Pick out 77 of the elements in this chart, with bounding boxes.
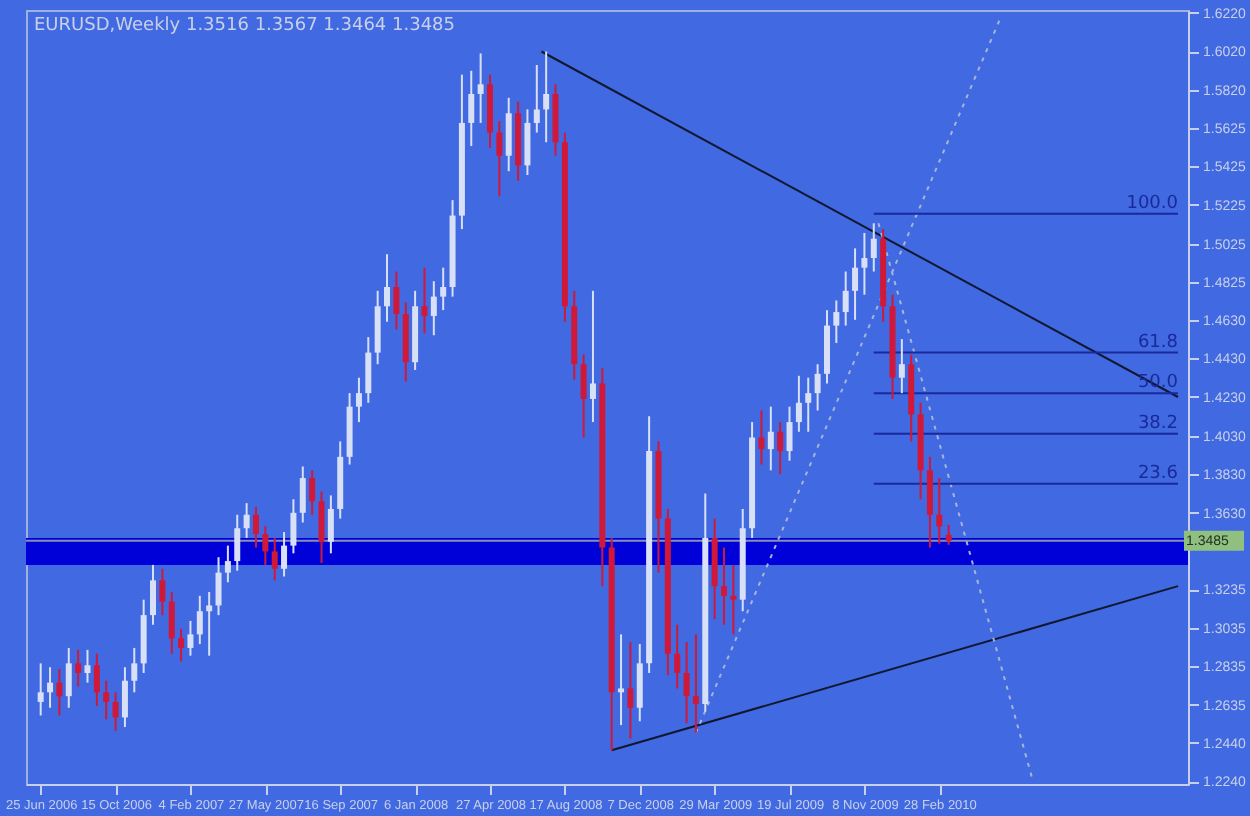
candlestick bbox=[56, 668, 63, 717]
candlestick bbox=[618, 633, 625, 727]
candlestick bbox=[215, 556, 222, 617]
candlestick bbox=[84, 648, 91, 684]
candlestick bbox=[187, 619, 194, 657]
candlestick bbox=[861, 231, 868, 296]
candlestick bbox=[159, 567, 166, 617]
candlestick bbox=[224, 544, 231, 584]
candlestick bbox=[365, 336, 372, 404]
candlestick bbox=[533, 64, 540, 134]
candlestick bbox=[636, 643, 643, 723]
candlestick bbox=[112, 691, 119, 732]
candlestick bbox=[777, 421, 784, 476]
series-label: 61.8 bbox=[1137, 332, 1179, 353]
candlestick bbox=[262, 525, 269, 566]
candlestick bbox=[477, 52, 484, 124]
candlestick bbox=[627, 641, 634, 740]
candlestick bbox=[243, 502, 250, 539]
candlestick bbox=[440, 266, 447, 312]
candlestick bbox=[805, 376, 812, 433]
series-label: 23.6 bbox=[1137, 463, 1179, 484]
candlestick bbox=[290, 498, 297, 555]
candlestick bbox=[898, 338, 905, 395]
candlestick bbox=[524, 108, 531, 177]
series-label: 38.2 bbox=[1137, 413, 1178, 434]
candlestick bbox=[206, 590, 213, 657]
candlestick bbox=[580, 353, 587, 439]
candlestick bbox=[683, 641, 690, 725]
candlestick bbox=[730, 563, 737, 636]
candlestick bbox=[721, 546, 728, 626]
candlestick bbox=[945, 523, 952, 546]
candlestick bbox=[936, 477, 943, 545]
candlestick bbox=[430, 280, 437, 337]
candlestick bbox=[833, 299, 840, 344]
candlestick bbox=[150, 563, 157, 626]
candlestick bbox=[252, 506, 259, 549]
candlestick bbox=[589, 289, 596, 424]
candlestick bbox=[196, 594, 203, 646]
series-label: 100.0 bbox=[1126, 193, 1179, 214]
candlestick bbox=[786, 405, 793, 462]
candlestick bbox=[795, 374, 802, 433]
candlestick bbox=[496, 119, 503, 198]
candlestick bbox=[543, 50, 550, 144]
candlestick bbox=[168, 590, 175, 655]
candlestick bbox=[121, 666, 128, 729]
chart-title: EURUSD,Weekly 1.3516 1.3567 1.3464 1.3485 bbox=[34, 16, 456, 36]
candlestick bbox=[327, 494, 334, 555]
candlestick bbox=[355, 376, 362, 424]
candlestick bbox=[47, 666, 54, 709]
candlestick bbox=[505, 96, 512, 173]
candlestick bbox=[309, 469, 316, 516]
candlestick bbox=[852, 247, 859, 321]
candlestick bbox=[926, 455, 933, 549]
candlestick bbox=[468, 69, 475, 148]
candlestick bbox=[767, 405, 774, 472]
candlestick bbox=[318, 490, 325, 564]
candlestick bbox=[103, 679, 110, 721]
candlestick bbox=[271, 536, 278, 582]
candlestick bbox=[281, 531, 288, 578]
candlestick bbox=[814, 363, 821, 412]
candlestick bbox=[75, 648, 82, 688]
candlestick bbox=[65, 646, 72, 709]
candlestick bbox=[374, 289, 381, 366]
candlestick bbox=[674, 623, 681, 690]
candlestick bbox=[37, 662, 44, 717]
candlestick bbox=[421, 266, 428, 335]
candlestick bbox=[93, 652, 100, 707]
candlestick bbox=[393, 270, 400, 331]
candlestick bbox=[842, 270, 849, 327]
candlestick bbox=[178, 627, 185, 663]
candlestick bbox=[234, 513, 241, 572]
candlestick bbox=[131, 646, 138, 694]
candlestick bbox=[758, 409, 765, 466]
candlestick bbox=[870, 222, 877, 273]
candlestick bbox=[692, 633, 699, 734]
candlestick bbox=[299, 465, 306, 524]
candlestick bbox=[384, 253, 391, 323]
